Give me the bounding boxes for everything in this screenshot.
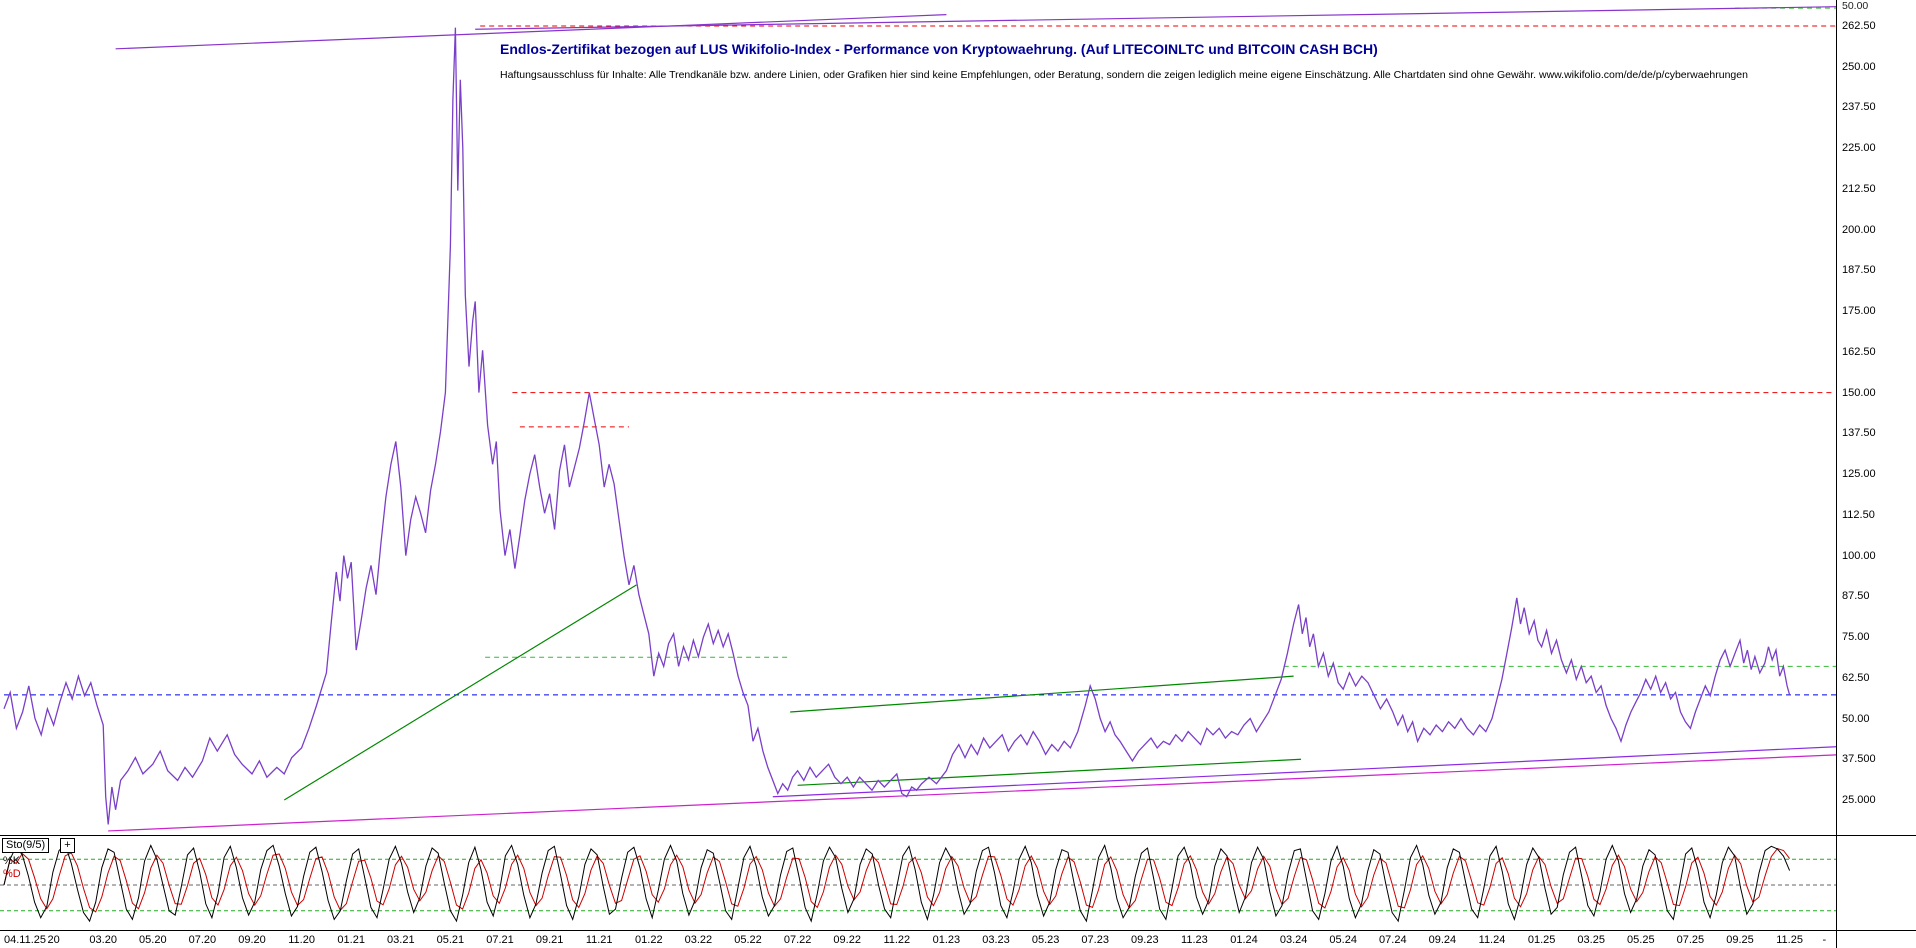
date-axis-label: 05.22	[734, 934, 762, 946]
price-axis-label: 50.00	[1842, 712, 1870, 725]
price-axis-label: 212.50	[1842, 182, 1876, 195]
pane-divider	[0, 835, 1916, 836]
stochastic-k-badge: 66.71	[1842, 0, 1870, 12]
chart-title: Endlos-Zertifikat bezogen auf LUS Wikifo…	[500, 41, 1378, 57]
price-axis-label: 125.00	[1842, 468, 1876, 481]
date-axis-label: 05.23	[1031, 934, 1060, 946]
date-axis-label: 07.22	[783, 934, 812, 946]
date-axis-label: 03.23	[982, 934, 1010, 946]
current-price-badge: 57.24	[1842, 0, 1870, 12]
price-axis-label: 112.50	[1842, 508, 1875, 521]
date-axis-label: 05.24	[1329, 934, 1357, 946]
price-axis-label: 137.50	[1842, 427, 1876, 440]
stochastic-d-label: %D	[3, 868, 21, 880]
price-axis-label: 37.500	[1842, 753, 1876, 766]
price-axis-label: 175.00	[1842, 305, 1876, 318]
date-axis-label: 07.20	[188, 934, 217, 946]
upper-channel-line	[115, 13, 947, 50]
price-axis-label: 187.50	[1842, 264, 1876, 277]
date-axis-divider	[0, 930, 1916, 931]
date-axis-label: 11.23	[1181, 934, 1208, 946]
date-axis-label: -	[1822, 934, 1827, 946]
date-axis-label: 03.21	[387, 934, 415, 946]
date-axis-label: 11.22	[883, 934, 911, 946]
date-axis-label: 09.20	[238, 934, 266, 946]
date-axis-label: 05.25	[1627, 934, 1655, 946]
price-axis-label: 250.00	[1842, 60, 1876, 73]
date-axis-label: 07.21	[486, 934, 514, 946]
price-axis-label: 162.50	[1842, 345, 1876, 358]
price-axis-label: 200.00	[1842, 223, 1876, 236]
date-axis-label: 09.23	[1131, 934, 1159, 946]
upper-channel-line-2	[475, 6, 1836, 30]
date-axis-label: 03.25	[1577, 934, 1605, 946]
price-axis-separator	[1836, 0, 1837, 948]
stochastic-d-badge: 80.74	[1842, 0, 1870, 12]
uptrend-2020-2021	[283, 584, 637, 801]
chart-canvas[interactable]	[0, 0, 1836, 948]
stochastic-mid-label: 50.00	[1842, 0, 1869, 12]
price-axis-label: 75.00	[1842, 631, 1870, 644]
chart-disclaimer: Haftungsausschluss für Inhalte: Alle Tre…	[500, 69, 1748, 81]
indicator-name-box[interactable]: Sto(9/5)	[2, 838, 50, 853]
date-axis-label: 05.21	[436, 934, 465, 946]
date-axis-label: 05.20	[139, 934, 167, 946]
date-axis-label: 04.11.25	[4, 934, 47, 946]
date-axis-label: 01.22	[635, 934, 663, 946]
price-axis-label: 150.00	[1842, 386, 1876, 399]
date-axis-label: 20	[47, 934, 60, 946]
date-axis-label: 03.22	[684, 934, 713, 946]
date-axis-label: 01.23	[932, 934, 961, 946]
indicator-add-button[interactable]: +	[60, 838, 75, 853]
price-axis-label: 100.00	[1842, 549, 1876, 562]
date-axis-label: 09.25	[1726, 934, 1754, 946]
date-axis-label: 03.20	[89, 934, 117, 946]
price-axis-label: 87.50	[1842, 590, 1870, 603]
stochastic-k-line	[3, 843, 1791, 923]
date-axis-label: 09.21	[535, 934, 564, 946]
date-axis-label: 11.21	[585, 934, 613, 946]
price-axis-label: 25.000	[1842, 794, 1876, 806]
stochastic-d-line	[3, 848, 1790, 913]
date-axis-label: 03.24	[1279, 934, 1308, 946]
date-axis-label: 09.24	[1428, 934, 1457, 946]
price-axis-label: 62.50	[1842, 671, 1870, 684]
date-axis-label: 07.23	[1081, 934, 1109, 946]
date-axis-label: 01.24	[1230, 934, 1258, 946]
date-axis-label: 01.25	[1527, 934, 1556, 946]
resistance-trend-2022-2024	[790, 675, 1294, 713]
date-axis-label: 07.24	[1379, 934, 1407, 946]
support-2022-2025	[772, 746, 1836, 798]
long-term-support	[108, 754, 1836, 832]
support-trend-2022-2024	[797, 758, 1302, 786]
date-axis-label: 11.24	[1478, 934, 1506, 946]
price-axis-label: 237.50	[1842, 101, 1876, 114]
price-line	[3, 27, 1791, 825]
date-axis-label: 09.22	[833, 934, 861, 946]
date-axis-label: 11.25	[1776, 934, 1803, 946]
date-axis-label: 07.25	[1676, 934, 1705, 946]
price-axis-label: 225.00	[1842, 142, 1876, 155]
date-axis-label: 01.21	[337, 934, 365, 946]
price-axis-label: 262.50	[1842, 20, 1876, 32]
date-axis-label: 11.20	[288, 934, 315, 946]
stochastic-k-label: %K	[3, 855, 21, 867]
